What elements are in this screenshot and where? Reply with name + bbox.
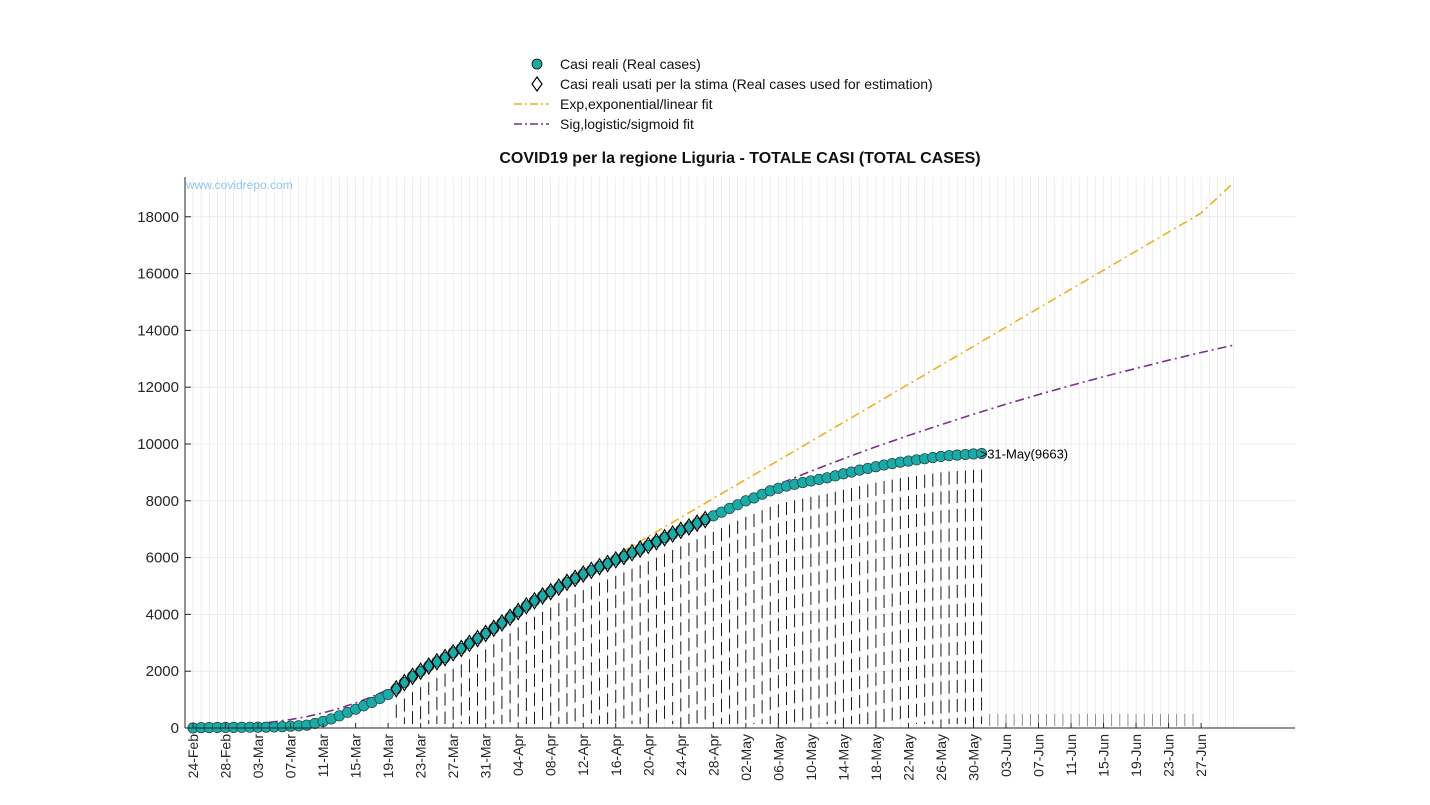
legend-label: Sig,logistic/sigmoid fit xyxy=(560,116,694,132)
estimation-case-point xyxy=(569,569,581,588)
chart-title: COVID19 per la regione Liguria - TOTALE … xyxy=(499,150,981,167)
estimation-case-point xyxy=(480,624,492,643)
y-tick-label: 14000 xyxy=(137,322,179,339)
estimation-case-point xyxy=(699,510,711,529)
x-tick-label: 27-Jun xyxy=(1193,734,1209,777)
x-tick-label: 23-Mar xyxy=(413,734,429,779)
x-tick-label: 23-Jun xyxy=(1161,734,1177,777)
dashdot-line-icon xyxy=(514,103,549,105)
estimation-case-point xyxy=(406,667,419,686)
x-tick-label: 15-Jun xyxy=(1096,734,1112,777)
estimation-case-point xyxy=(536,586,549,605)
estimation-case-point xyxy=(423,657,435,676)
estimation-case-point xyxy=(471,629,484,648)
y-tick-label: 8000 xyxy=(146,493,179,510)
x-tick-label: 19-Jun xyxy=(1128,734,1144,777)
x-tick-label: 24-Apr xyxy=(673,734,689,776)
legend-item-sig-fit: Sig,logistic/sigmoid fit xyxy=(505,114,985,134)
x-tick-label: 12-Apr xyxy=(575,734,591,776)
x-tick-label: 03-Jun xyxy=(998,734,1014,777)
real-case-point xyxy=(382,688,394,701)
x-tick-label: 26-May xyxy=(933,734,949,781)
estimation-case-point xyxy=(488,619,500,638)
estimation-case-point xyxy=(447,643,459,662)
x-tick-label: 14-May xyxy=(835,734,851,781)
legend-item-cases-used-for-estimation: Casi reali usati per la stima (Real case… xyxy=(505,74,985,94)
y-tick-label: 0 xyxy=(171,720,179,737)
x-tick-label: 18-May xyxy=(868,734,884,781)
legend-label: Exp,exponential/linear fit xyxy=(560,96,713,112)
x-tick-label: 20-Apr xyxy=(640,734,656,776)
y-tick-label: 16000 xyxy=(137,266,179,283)
legend-label: Casi reali (Real cases) xyxy=(560,56,701,72)
watermark: www.covidrepo.com xyxy=(186,178,293,192)
x-tick-label: 03-Mar xyxy=(250,734,266,779)
estimation-case-point xyxy=(455,639,467,658)
estimation-case-point xyxy=(553,578,565,597)
estimation-case-point xyxy=(463,634,476,653)
x-tick-label: 07-Jun xyxy=(1031,734,1047,777)
x-tick-label: 10-May xyxy=(803,734,819,781)
estimation-case-point xyxy=(439,648,451,667)
estimation-case-point xyxy=(390,679,402,698)
y-tick-label: 2000 xyxy=(146,663,179,680)
legend-item-real-cases: Casi reali (Real cases) xyxy=(505,54,985,74)
estimation-case-point xyxy=(504,608,516,627)
plot-area xyxy=(185,177,1295,728)
x-tick-label: 22-May xyxy=(900,734,916,781)
legend-item-exp-fit: Exp,exponential/linear fit xyxy=(505,94,985,114)
x-tick-label: 07-Mar xyxy=(283,734,299,779)
x-tick-label: 16-Apr xyxy=(608,734,624,776)
y-tick-label: 10000 xyxy=(137,436,179,453)
real-case-point xyxy=(976,448,988,460)
estimation-case-point xyxy=(520,596,532,615)
x-tick-label: 11-Mar xyxy=(315,734,331,778)
estimation-case-point xyxy=(496,613,508,632)
estimation-case-point xyxy=(512,602,524,621)
y-tick-label: 18000 xyxy=(137,209,179,226)
last-value-annotation: >31-May(9663) xyxy=(980,447,1069,462)
x-tick-label: 04-Apr xyxy=(510,734,526,776)
x-tick-label: 08-Apr xyxy=(543,734,559,776)
x-tick-label: 28-Apr xyxy=(705,734,721,776)
estimation-case-point xyxy=(545,582,557,601)
estimation-case-point xyxy=(398,673,411,692)
x-tick-label: 11-Jun xyxy=(1063,734,1079,776)
y-tick-label: 12000 xyxy=(137,379,179,396)
legend-label: Casi reali usati per la stima (Real case… xyxy=(560,76,933,92)
x-tick-label: 02-May xyxy=(738,734,754,781)
y-tick-label: 4000 xyxy=(146,606,179,623)
x-tick-label: 27-Mar xyxy=(445,734,461,779)
x-tick-label: 15-Mar xyxy=(348,734,364,779)
x-tick-label: 30-May xyxy=(965,734,981,781)
dashdot-line-icon xyxy=(514,123,549,125)
circle-marker-icon xyxy=(531,58,543,70)
chart-legend: Casi reali (Real cases) Casi reali usati… xyxy=(505,52,985,138)
estimation-case-point xyxy=(431,652,443,671)
y-tick-label: 6000 xyxy=(146,550,179,567)
x-tick-label: 19-Mar xyxy=(380,734,396,779)
estimation-case-point xyxy=(414,662,427,681)
x-tick-label: 06-May xyxy=(770,734,786,781)
x-tick-label: 28-Feb xyxy=(218,734,234,779)
x-tick-label: 31-Mar xyxy=(478,734,494,779)
x-tick-label: 24-Feb xyxy=(185,734,201,779)
diamond-marker-icon xyxy=(531,75,543,93)
estimation-case-point xyxy=(528,591,541,610)
